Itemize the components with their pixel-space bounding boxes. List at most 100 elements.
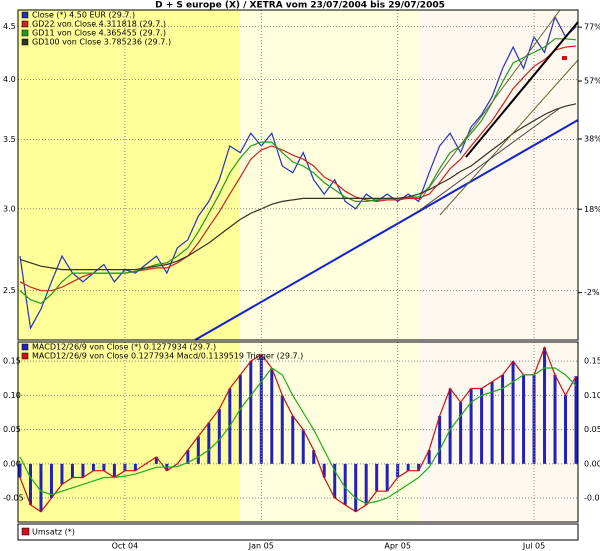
bar — [91, 463, 95, 471]
bar — [574, 376, 578, 464]
bar — [343, 463, 347, 505]
bar — [102, 463, 106, 471]
bar — [18, 463, 22, 478]
bar — [270, 368, 274, 464]
bar — [249, 361, 253, 464]
legend-swatch — [21, 527, 30, 536]
bar — [259, 354, 263, 464]
bar — [333, 463, 337, 499]
legend-swatch — [21, 29, 29, 37]
trend-channel — [419, 107, 561, 211]
series-line — [19, 103, 577, 271]
bar — [217, 409, 221, 464]
bar — [543, 347, 547, 464]
bar — [501, 374, 505, 464]
trend-line — [465, 21, 579, 158]
bar — [49, 463, 53, 499]
bar — [553, 374, 557, 464]
panel-frame — [17, 9, 579, 341]
bar — [312, 450, 316, 464]
legend-label: Umsatz (*) — [32, 528, 75, 537]
zone — [420, 10, 578, 340]
bar — [511, 361, 515, 464]
y-tick-label: 0.15 — [3, 357, 21, 366]
x-tick-label: Oct 04 — [112, 542, 139, 551]
bar — [490, 381, 494, 464]
legend-swatch — [21, 38, 29, 46]
x-tick-label: Jan 05 — [248, 542, 274, 551]
y2-tick-label: 77% — [584, 23, 600, 32]
bar — [448, 388, 452, 464]
y-tick-label-right: -0.05 — [584, 494, 600, 503]
bar — [406, 463, 410, 471]
bar — [186, 450, 190, 464]
y2-tick-label: 38% — [584, 134, 600, 143]
bar — [417, 463, 421, 471]
x-tick-label: Jul 05 — [522, 542, 545, 551]
bar — [469, 388, 473, 464]
bar — [196, 436, 200, 464]
bar — [60, 463, 64, 485]
bar — [322, 463, 326, 478]
series-line — [19, 367, 577, 505]
bar — [207, 422, 211, 464]
bar — [291, 415, 295, 464]
legend-label: Close (*) 4.50 EUR (29.7.) — [32, 11, 135, 20]
legend-swatch — [21, 343, 29, 351]
bar — [354, 463, 358, 512]
zone — [240, 10, 420, 340]
bar — [28, 463, 32, 505]
bar — [427, 450, 431, 464]
x-tick-label: Apr 05 — [384, 542, 411, 551]
legend-swatch — [21, 352, 29, 360]
bar — [154, 456, 158, 464]
bar — [396, 463, 400, 478]
y-tick-label: -0.05 — [3, 494, 24, 503]
zone — [420, 342, 578, 522]
bar — [70, 463, 74, 478]
bar — [280, 395, 284, 464]
bar — [123, 463, 127, 471]
chart-title: D + S europe (X) / XETRA vom 23/07/2004 … — [155, 1, 445, 11]
zone — [240, 342, 420, 522]
legend-label: GD11 von Close 4.365455 (29.7.) — [32, 29, 166, 38]
y-tick-label-right: 0.10 — [584, 391, 600, 400]
marker — [562, 56, 567, 60]
y-tick-label: 3.5 — [3, 135, 16, 144]
y2-tick-label: -2% — [584, 288, 600, 297]
bar — [112, 463, 116, 478]
series-line — [19, 38, 577, 305]
legend-label: GD100 von Close 3.785236 (29.7.) — [32, 38, 171, 47]
bar — [238, 374, 242, 464]
bar — [39, 463, 43, 512]
legend-swatch — [21, 11, 29, 19]
bar — [480, 388, 484, 464]
legend-label: GD22 von Close 4.311818 (29.7.) — [32, 20, 166, 29]
bar — [385, 463, 389, 492]
y-tick-label-right: 0.15 — [584, 357, 600, 366]
bar — [364, 463, 368, 505]
legend-label: MACD12/26/9 von Close (*) 0.1277934 (29.… — [32, 343, 216, 352]
y2-tick-label: 57% — [584, 77, 600, 86]
y-tick-label: 0.00 — [3, 459, 21, 468]
bar — [438, 415, 442, 464]
y-tick-label: 3.0 — [3, 204, 16, 213]
y-tick-label: 4.0 — [3, 75, 16, 84]
y-tick-label-right: 0.00 — [584, 459, 600, 468]
bar — [564, 395, 568, 464]
zone — [18, 10, 240, 340]
bar — [459, 402, 463, 464]
bar — [522, 374, 526, 464]
trend-channel — [439, 59, 579, 216]
trend-line — [194, 119, 579, 341]
bar — [301, 429, 305, 464]
y-tick-label: 0.05 — [3, 425, 21, 434]
series-line — [19, 345, 577, 513]
y-tick-label: 4.5 — [3, 22, 16, 31]
y-tick-label: 0.10 — [3, 391, 21, 400]
bar — [81, 463, 85, 478]
bar — [133, 463, 137, 471]
trend-channel — [419, 9, 561, 201]
bar — [532, 374, 536, 464]
